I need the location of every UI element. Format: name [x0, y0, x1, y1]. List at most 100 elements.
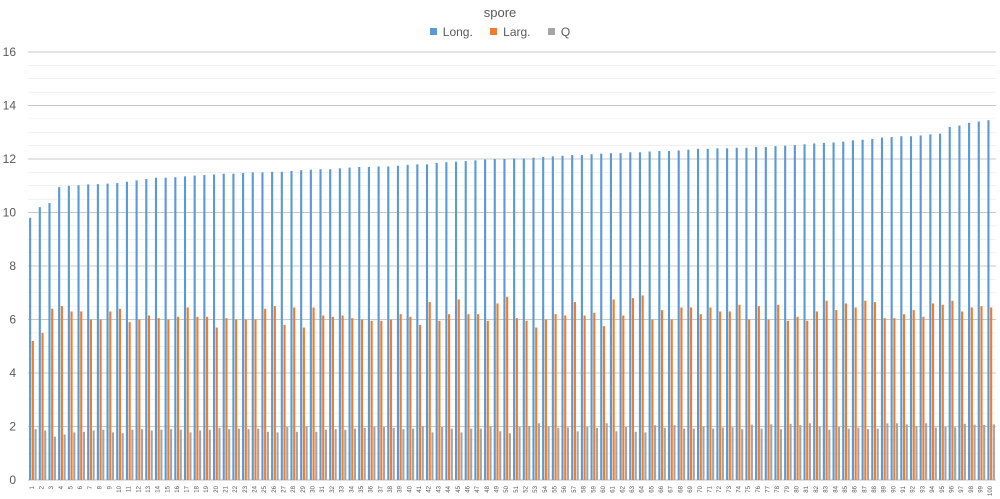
x-tick-label: 43 — [436, 485, 442, 492]
bar-larg — [302, 327, 305, 480]
bar-q — [663, 427, 666, 480]
bar-larg — [486, 320, 489, 480]
bar-larg — [651, 319, 654, 480]
bar-q — [170, 429, 173, 480]
x-tick-label: 18 — [194, 485, 200, 492]
bar-larg — [854, 307, 857, 480]
bar-long — [29, 217, 32, 480]
bar-q — [111, 432, 115, 480]
bar-q — [886, 423, 889, 480]
bar-larg — [815, 311, 818, 480]
bar-long — [619, 153, 622, 481]
x-tick-label: 54 — [543, 485, 549, 492]
bar-q — [605, 423, 608, 480]
bar-larg — [641, 295, 644, 480]
bar-larg — [583, 315, 586, 480]
bar-long — [396, 165, 400, 480]
bar-larg — [535, 327, 538, 480]
bar-larg — [457, 299, 460, 480]
bar-larg — [612, 299, 615, 480]
bar-long — [938, 133, 942, 480]
bar-q — [63, 434, 66, 480]
bar-larg — [128, 322, 131, 480]
x-tick-label: 38 — [388, 485, 394, 492]
x-tick-label: 67 — [669, 485, 675, 492]
bar-q — [324, 429, 328, 480]
bar-q — [963, 423, 966, 480]
bar-larg — [428, 302, 431, 480]
bar-long — [968, 122, 971, 480]
bar-long — [464, 161, 467, 480]
legend-item-larg: Larg. — [490, 25, 531, 39]
bar-long — [813, 143, 816, 481]
bar-long — [222, 173, 225, 480]
bar-larg — [980, 306, 983, 480]
bar-long — [803, 144, 806, 480]
chart-title: spore — [483, 5, 517, 20]
x-tick-label: 79 — [785, 485, 791, 492]
x-tick-label: 88 — [872, 485, 878, 492]
bar-q — [828, 429, 831, 480]
bar-long — [958, 125, 961, 480]
x-tick-label: 9 — [107, 485, 113, 489]
x-tick-label: 96 — [949, 485, 955, 492]
bar-q — [925, 423, 928, 480]
y-tick-label: 16 — [3, 45, 17, 59]
bar-long — [503, 159, 506, 480]
bar-long — [174, 177, 177, 480]
bar-q — [934, 427, 937, 480]
bar-q — [237, 428, 240, 480]
x-tick-label: 80 — [795, 485, 801, 492]
legend-label-long: Long. — [442, 25, 473, 39]
bar-larg — [215, 327, 218, 480]
bar-q — [654, 425, 657, 480]
x-tick-label: 2 — [40, 485, 46, 489]
bar-q — [528, 425, 531, 480]
x-tick-label: 22 — [233, 485, 239, 492]
x-tick-label: 41 — [417, 485, 423, 492]
bar-larg — [89, 319, 92, 480]
x-tick-label: 87 — [862, 485, 868, 492]
bar-larg — [409, 316, 412, 480]
bar-q — [866, 429, 870, 480]
bar-larg — [719, 311, 722, 480]
bar-long — [193, 175, 196, 480]
x-tick-label: 47 — [475, 485, 481, 492]
bar-long — [890, 137, 893, 480]
bar-q — [218, 427, 221, 480]
x-tick-label: 61 — [611, 485, 617, 492]
x-tick-label: 75 — [746, 485, 752, 492]
x-tick-label: 40 — [407, 485, 413, 492]
bar-q — [702, 426, 705, 480]
bar-long — [909, 136, 913, 480]
bar-q — [53, 436, 56, 480]
bar-q — [208, 429, 211, 480]
bar-q — [673, 425, 676, 480]
bar-q — [750, 424, 753, 480]
bar-long — [232, 173, 235, 480]
x-tick-label: 48 — [485, 485, 491, 492]
bar-q — [566, 427, 570, 480]
x-tick-label: 90 — [891, 485, 897, 492]
bar-q — [983, 424, 986, 480]
bar-larg — [496, 303, 499, 480]
bar-larg — [312, 307, 315, 480]
bar-q — [363, 427, 366, 480]
bar-long — [948, 126, 951, 481]
x-tick-label: 66 — [659, 485, 665, 492]
x-tick-label: 21 — [223, 485, 229, 492]
bar-long — [106, 183, 109, 481]
bar-larg — [951, 300, 954, 480]
bar-q — [789, 423, 792, 480]
bar-q — [266, 431, 269, 480]
bar-long — [609, 153, 612, 481]
bar-long — [784, 145, 787, 480]
bar-long — [735, 147, 738, 480]
bar-long — [164, 177, 167, 480]
bar-long — [77, 185, 80, 480]
bar-larg — [360, 319, 364, 480]
x-tick-label: 77 — [766, 485, 772, 492]
bar-larg — [699, 314, 702, 480]
bar-long — [600, 153, 603, 480]
x-tick-label: 24 — [252, 485, 258, 492]
